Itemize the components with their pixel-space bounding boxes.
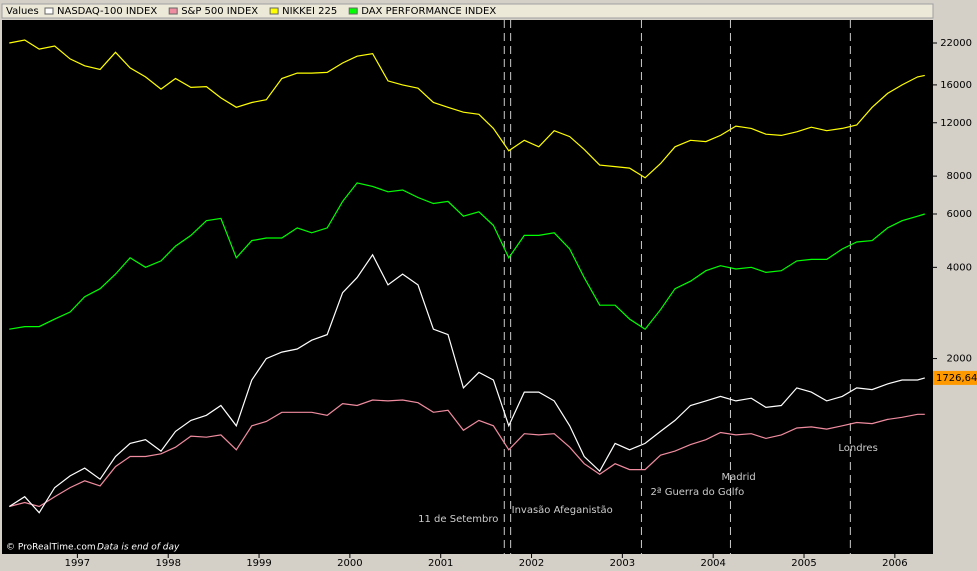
x-tick-label: 2002 bbox=[519, 558, 544, 569]
x-tick-label: 2004 bbox=[700, 558, 725, 569]
legend-bar bbox=[1, 3, 934, 19]
series-line bbox=[8, 253, 925, 514]
series-line bbox=[9, 39, 925, 179]
plot-area bbox=[2, 20, 933, 554]
series-line bbox=[9, 182, 925, 331]
y-tick-label: 6000 bbox=[947, 209, 972, 220]
x-tick-label: 2005 bbox=[791, 558, 816, 569]
legend-label: NASDAQ-100 INDEX bbox=[57, 6, 157, 17]
y-tick-label: 4000 bbox=[947, 262, 972, 273]
x-tick-label: 1999 bbox=[246, 558, 271, 569]
event-label: 11 de Setembro bbox=[418, 514, 498, 525]
source: © ProRealTime.com bbox=[6, 543, 96, 553]
last-value-box bbox=[933, 370, 977, 385]
x-tick-label: 2000 bbox=[337, 558, 362, 569]
event-label: Madrid bbox=[721, 472, 755, 483]
legend-swatch bbox=[348, 7, 358, 15]
legend-title: Values bbox=[6, 6, 39, 17]
y-tick-label: 8000 bbox=[947, 171, 972, 182]
x-tick-label: 2006 bbox=[882, 558, 907, 569]
event-label: 2ª Guerra do Golfo bbox=[650, 487, 744, 498]
series-line bbox=[9, 399, 925, 508]
y-tick-label: 12000 bbox=[940, 118, 972, 129]
x-tick-label: 1997 bbox=[65, 558, 90, 569]
legend-label: NIKKEI 225 bbox=[282, 6, 337, 17]
x-tick-label: 2003 bbox=[610, 558, 635, 569]
x-tick-label: 1998 bbox=[155, 558, 180, 569]
legend-swatch bbox=[168, 7, 178, 15]
legend-swatch bbox=[44, 7, 54, 15]
event-label: Londres bbox=[838, 443, 877, 454]
y-tick-label: 16000 bbox=[940, 80, 972, 91]
legend-label: S&P 500 INDEX bbox=[181, 6, 258, 17]
note: Data is end of day bbox=[97, 543, 180, 553]
y-tick-label: 2000 bbox=[947, 354, 972, 365]
last-value-label: 1726,64 bbox=[936, 373, 977, 384]
legend-swatch bbox=[269, 7, 279, 15]
y-tick-label: 22000 bbox=[940, 38, 972, 49]
event-label: Invasão Afeganistão bbox=[512, 505, 613, 516]
legend-label: DAX PERFORMANCE INDEX bbox=[361, 6, 496, 17]
x-tick-label: 2001 bbox=[428, 558, 453, 569]
